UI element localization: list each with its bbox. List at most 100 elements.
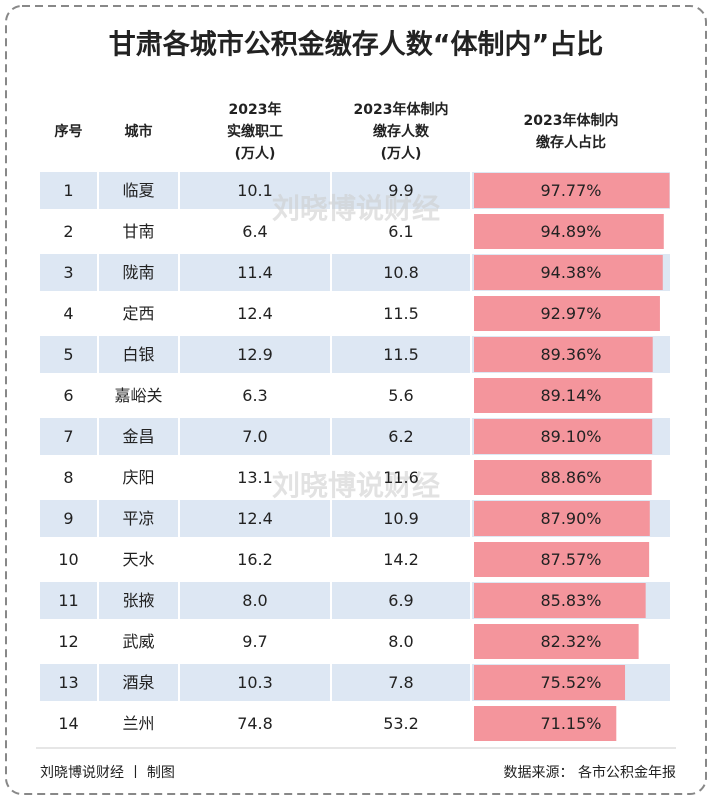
- cell: 7: [63, 427, 73, 446]
- cell: 8.0: [388, 632, 413, 651]
- cell: 11.5: [383, 304, 419, 323]
- footer-source: 数据来源： 各市公积金年报: [504, 764, 676, 781]
- cell: 白银: [122, 345, 154, 364]
- row-band: [99, 172, 178, 209]
- cell: 6.1: [388, 222, 413, 241]
- cell: 53.2: [383, 714, 419, 733]
- column-header: 2023年: [229, 101, 282, 118]
- cell: 天水: [122, 550, 154, 569]
- cell: 陇南: [122, 263, 154, 282]
- row-band: [99, 500, 178, 537]
- row-band: [40, 582, 97, 619]
- row-band: [40, 664, 97, 701]
- cell: 兰州: [122, 714, 154, 733]
- row-band: [180, 582, 330, 619]
- row-band: [99, 582, 178, 619]
- row-band: [332, 582, 470, 619]
- row-band: [332, 336, 470, 373]
- cell: 11: [58, 591, 78, 610]
- title: 甘肃各城市公积金缴存人数“体制内”占比: [109, 29, 604, 61]
- cell: 12.4: [237, 304, 273, 323]
- footer-credit: 刘晓博说财经 丨 制图: [40, 764, 175, 781]
- row-band: [99, 336, 178, 373]
- cell: 1: [63, 181, 73, 200]
- cell: 7.8: [388, 673, 413, 692]
- cell: 74.8: [237, 714, 273, 733]
- percent-bar: [474, 624, 639, 659]
- row-band: [40, 418, 97, 455]
- column-header: (万人): [381, 145, 422, 162]
- cell: 2: [63, 222, 73, 241]
- cell: 92.97%: [540, 304, 601, 323]
- percent-bar: [474, 255, 663, 290]
- cell: 11.4: [237, 263, 273, 282]
- percent-bar: [474, 214, 664, 249]
- cell: 10: [58, 550, 78, 569]
- percent-bar: [474, 583, 646, 618]
- cell: 3: [63, 263, 73, 282]
- cell: 定西: [122, 304, 154, 323]
- cell: 6.9: [388, 591, 413, 610]
- column-header: 实缴职工: [227, 123, 283, 140]
- cell: 16.2: [237, 550, 273, 569]
- row-band: [180, 418, 330, 455]
- cell: 10.9: [383, 509, 419, 528]
- cell: 87.90%: [540, 509, 601, 528]
- cell: 82.32%: [540, 632, 601, 651]
- cell: 10.1: [237, 181, 273, 200]
- row-band: [332, 500, 470, 537]
- cell: 14: [58, 714, 78, 733]
- row-band: [180, 336, 330, 373]
- cell: 12.9: [237, 345, 273, 364]
- cell: 9.9: [388, 181, 413, 200]
- percent-bar: [474, 501, 650, 536]
- cell: 11.5: [383, 345, 419, 364]
- percent-bar: [474, 378, 653, 413]
- row-band: [180, 254, 330, 291]
- cell: 94.89%: [540, 222, 601, 241]
- cell: 平凉: [122, 509, 154, 528]
- percent-bar: [474, 173, 670, 208]
- cell: 5: [63, 345, 73, 364]
- percent-bar: [474, 706, 617, 741]
- cell: 89.14%: [540, 386, 601, 405]
- row-band: [40, 500, 97, 537]
- cell: 嘉峪关: [114, 386, 162, 405]
- cell: 金昌: [122, 427, 154, 446]
- percent-bar: [474, 665, 626, 700]
- cell: 9.7: [242, 632, 267, 651]
- percent-bar: [474, 419, 653, 454]
- row-band: [180, 172, 330, 209]
- cell: 5.6: [388, 386, 413, 405]
- row-band: [99, 418, 178, 455]
- cell: 14.2: [383, 550, 419, 569]
- cell: 12.4: [237, 509, 273, 528]
- cell: 4: [63, 304, 73, 323]
- cell: 6.2: [388, 427, 413, 446]
- row-band: [99, 664, 178, 701]
- cell: 71.15%: [540, 714, 601, 733]
- column-header: (万人): [235, 145, 276, 162]
- cell: 97.77%: [540, 181, 601, 200]
- cell: 临夏: [122, 181, 154, 200]
- percent-bar: [474, 337, 653, 372]
- cell: 87.57%: [540, 550, 601, 569]
- cell: 8.0: [242, 591, 267, 610]
- row-band: [332, 172, 470, 209]
- cell: 94.38%: [540, 263, 601, 282]
- row-band: [180, 664, 330, 701]
- column-header: 缴存人数: [373, 123, 430, 140]
- row-band: [99, 254, 178, 291]
- cell: 13.1: [237, 468, 273, 487]
- percent-bar: [474, 460, 652, 495]
- cell: 8: [63, 468, 73, 487]
- cell: 11.6: [383, 468, 419, 487]
- row-band: [332, 418, 470, 455]
- watermark: 刘晓博说财经: [272, 192, 440, 225]
- row-band: [40, 336, 97, 373]
- cell: 酒泉: [122, 673, 154, 692]
- cell: 10.8: [383, 263, 419, 282]
- cell: 甘南: [122, 222, 154, 241]
- column-header: 城市: [125, 123, 153, 140]
- cell: 75.52%: [540, 673, 601, 692]
